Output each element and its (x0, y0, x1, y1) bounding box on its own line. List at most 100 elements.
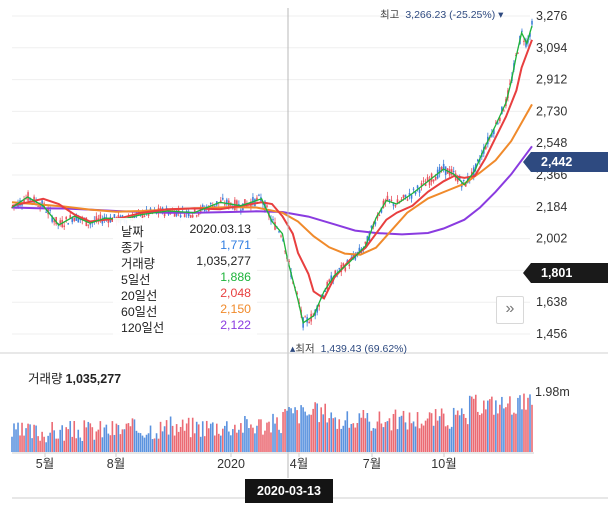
candle-body (406, 199, 409, 201)
candle-body (452, 170, 455, 172)
cursor-date-badge: 2020-03-13 (245, 479, 333, 503)
volume-bar (493, 414, 495, 452)
volume-bar (302, 407, 304, 452)
price-tick-label: 2,002 (536, 232, 567, 246)
candle-body (424, 183, 427, 186)
current-price-badge: 2,442 (523, 152, 608, 172)
candle-body (49, 209, 51, 211)
volume-bar (442, 413, 445, 452)
volume-bar (111, 421, 114, 452)
candle-body (51, 216, 53, 222)
candle-body (133, 215, 136, 219)
candle-body (410, 194, 413, 199)
volume-bar (77, 429, 80, 452)
volume-bar (406, 429, 409, 452)
candle-body (304, 316, 306, 318)
candle-body (59, 220, 61, 225)
volume-bar (376, 421, 379, 452)
volume-bar (388, 418, 391, 452)
candle-body (95, 216, 98, 222)
candle-body (288, 260, 290, 263)
candle-body (442, 163, 445, 170)
volume-bar (224, 425, 226, 452)
tooltip-value: 2020.03.13 (189, 222, 251, 236)
volume-bar (380, 423, 383, 452)
volume-bar (165, 420, 168, 452)
candle-body (143, 215, 146, 217)
volume-bar (292, 413, 294, 452)
volume-bar (17, 422, 19, 452)
volume-bar (57, 438, 59, 452)
volume-bar (205, 420, 208, 452)
volume-bar (55, 438, 57, 452)
candle-body (428, 179, 431, 186)
candle-body (396, 199, 399, 204)
candle-body (402, 194, 405, 198)
volume-bar (384, 422, 387, 452)
volume-bar (113, 434, 116, 452)
volume-bar (13, 423, 15, 452)
volume-bar (59, 429, 61, 452)
volume-bar (234, 424, 236, 452)
tooltip-row: 종가 1,771 (121, 238, 251, 255)
volume-axis-label: 1.98m (535, 385, 570, 399)
price-tick-label: 2,730 (536, 104, 567, 118)
volume-bar (348, 427, 351, 452)
volume-bar (93, 439, 96, 452)
candle-body (495, 122, 497, 124)
volume-bar (161, 431, 164, 452)
volume-bar (254, 433, 256, 452)
volume-bar (414, 426, 417, 452)
volume-bar (478, 414, 481, 452)
volume-bar (222, 428, 224, 452)
crosshair-tooltip: 날짜 2020.03.13 종가 1,771 거래량 1,035,277 5일선 1,886 2… (113, 218, 257, 336)
down-triangle-icon: ▾ (495, 9, 504, 21)
expand-chart-button[interactable]: » (496, 296, 524, 324)
volume-bar (159, 421, 162, 452)
volume-title-label: 거래량 (28, 372, 63, 386)
candle-body (464, 181, 467, 187)
volume-bar (476, 411, 479, 452)
candle-body (179, 215, 182, 218)
volume-bar (362, 409, 365, 452)
volume-bar (220, 435, 222, 452)
tooltip-label: 60일선 (121, 305, 158, 319)
candle-body (422, 180, 425, 182)
candle-body (77, 216, 80, 223)
candle-body (378, 214, 381, 216)
volume-bar (527, 397, 529, 452)
volume-bar (23, 435, 25, 452)
volume-bar (125, 423, 128, 452)
volume-bar (523, 393, 525, 452)
candle-body (503, 110, 505, 112)
volume-bar (334, 417, 337, 452)
volume-bar (129, 426, 132, 452)
volume-bar (123, 429, 126, 452)
volume-bar (392, 413, 395, 452)
candle-body (358, 247, 361, 254)
volume-bar (179, 426, 182, 452)
volume-bar (268, 421, 270, 452)
volume-bar (131, 418, 134, 452)
candle-body (224, 204, 226, 206)
volume-bar (41, 431, 43, 452)
volume-bar (79, 437, 82, 452)
volume-bar (163, 426, 166, 452)
candle-body (418, 189, 421, 193)
candle-body (374, 221, 377, 225)
volume-bar (390, 430, 393, 452)
volume-bar (264, 430, 266, 452)
candle-body (521, 30, 523, 32)
time-axis: 5월 8월 2020 4월 7월 10월 (36, 453, 457, 471)
volume-bar (525, 409, 527, 452)
volume-bar (432, 425, 435, 452)
candle-body (322, 295, 324, 298)
candle-body (147, 212, 150, 216)
volume-bar (266, 422, 268, 452)
volume-bar (91, 427, 94, 452)
candle-body (476, 159, 479, 162)
candle-body (434, 176, 437, 181)
volume-bar (324, 403, 327, 452)
volume-bar (215, 423, 218, 452)
